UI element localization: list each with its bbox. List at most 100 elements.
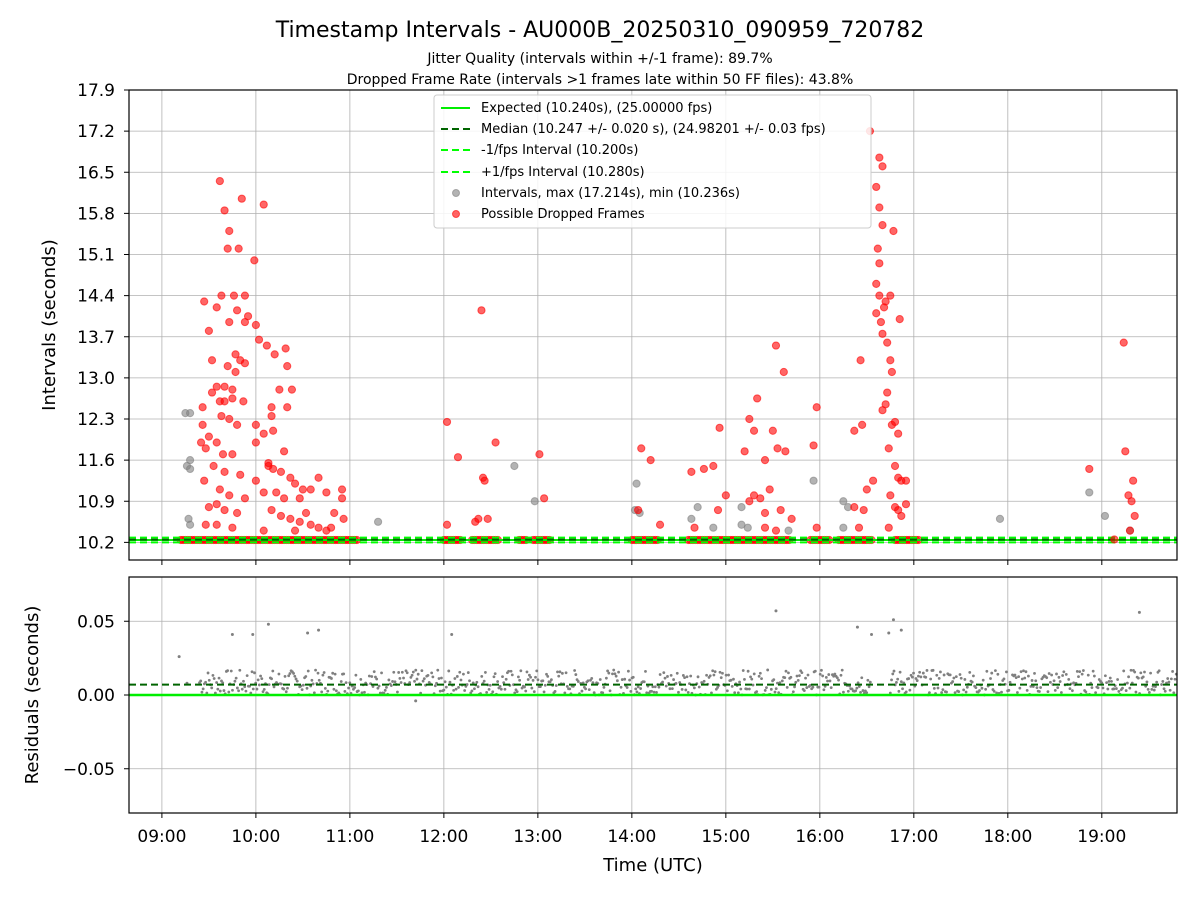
residual-band-point <box>1121 686 1124 690</box>
residual-band-point <box>227 690 231 694</box>
residual-band-point <box>951 680 955 683</box>
residual-band-point <box>928 691 931 694</box>
dropped-frame-point <box>267 505 276 515</box>
x-tick-label: 10:00 <box>231 827 280 847</box>
residual-band-point <box>773 690 777 694</box>
residual-band-point <box>234 676 238 680</box>
dropped-frame-point <box>895 315 904 324</box>
residual-band-point <box>697 685 701 689</box>
dropped-frame-point <box>251 476 260 485</box>
dropped-frame-point <box>862 485 871 494</box>
dropped-frame-point <box>220 397 229 406</box>
residual-band-point <box>989 677 992 680</box>
dropped-frame-point <box>442 417 452 427</box>
dropped-frame-point <box>1125 526 1135 535</box>
residual-point <box>306 631 310 635</box>
residual-band-point <box>677 690 680 694</box>
residual-band-point <box>322 671 326 674</box>
residual-band-point <box>839 673 843 677</box>
interval-point <box>809 476 818 485</box>
residual-band-point <box>712 673 716 677</box>
residual-band-point <box>1080 672 1084 676</box>
residual-band-point <box>992 689 996 693</box>
residual-band-point <box>356 689 360 693</box>
residual-band-point <box>463 689 467 692</box>
residual-band-point <box>1157 669 1161 673</box>
x-tick-label: 12:00 <box>419 827 468 847</box>
residual-band-point <box>314 668 317 672</box>
residual-band-point <box>398 677 402 680</box>
dropped-frame-point <box>276 467 286 476</box>
residual-band-point <box>855 686 859 690</box>
residual-band-point <box>279 682 283 686</box>
residual-band-point <box>672 678 675 681</box>
dropped-frame-point <box>259 488 268 497</box>
interval-point <box>743 523 752 532</box>
residual-band-point <box>211 674 215 677</box>
residual-band-point <box>668 687 672 691</box>
interval-point <box>632 479 641 488</box>
residual-band-point <box>1047 672 1051 675</box>
residual-band-point <box>530 686 534 690</box>
dropped-frame-point <box>637 444 646 453</box>
residual-band-point <box>542 690 546 694</box>
residual-band-point <box>1162 687 1166 691</box>
residual-band-point <box>496 680 500 683</box>
residual-band-point <box>454 687 458 691</box>
x-tick-label: 17:00 <box>889 827 938 847</box>
residual-band-point <box>305 686 309 690</box>
residual-band-point <box>749 675 752 679</box>
residual-band-point <box>376 686 380 690</box>
residual-band-point <box>888 691 892 695</box>
residual-band-point <box>915 679 919 682</box>
residual-band-point <box>253 671 256 675</box>
residual-band-point <box>661 680 664 684</box>
dropped-frame-point <box>220 206 229 215</box>
residual-band-point <box>897 689 901 693</box>
dropped-frame-point <box>890 461 900 471</box>
dropped-frame-point <box>713 505 723 515</box>
residual-band-point <box>994 669 997 673</box>
residual-band-point <box>751 683 755 687</box>
residual-band-point <box>868 680 872 684</box>
dropped-frame-point <box>295 517 304 526</box>
residual-point <box>899 628 903 632</box>
dropped-frame-point <box>228 385 237 394</box>
residual-band-point <box>392 670 396 674</box>
intervals-y-tick-label: 11.6 <box>77 451 115 471</box>
dropped-frame-point <box>240 317 250 327</box>
residual-band-point <box>653 685 657 689</box>
residual-band-point <box>746 669 750 673</box>
residual-band-point <box>507 669 511 673</box>
dropped-frame-point <box>200 297 209 306</box>
residual-band-point <box>1059 691 1063 694</box>
time-x-ticks: 09:00 10:00 11:00 12:00 13:00 14:00 15:00 16:00… <box>137 813 1126 847</box>
residual-band-point <box>1167 680 1171 684</box>
residual-band-point <box>526 678 530 681</box>
residual-band-point <box>1172 691 1176 695</box>
residual-band-point <box>257 683 261 687</box>
chart-subtitle-jitter: Jitter Quality (intervals within +/-1 fr… <box>426 51 772 67</box>
residual-band-point <box>783 676 787 680</box>
residual-band-point <box>940 691 944 694</box>
residual-band-point <box>1161 680 1165 683</box>
residual-band-point <box>482 679 486 683</box>
residual-band-point <box>732 677 735 681</box>
residual-band-point <box>1007 688 1011 692</box>
dropped-frame-point <box>295 494 304 503</box>
dropped-frame-point <box>477 306 486 315</box>
residual-band-point <box>484 671 487 674</box>
dropped-frame-point <box>1110 535 1119 544</box>
residual-band-point <box>312 691 316 695</box>
residual-band-point <box>1092 674 1096 678</box>
residual-band-point <box>1171 670 1174 673</box>
residual-band-point <box>1107 679 1111 683</box>
residual-band-point <box>1052 679 1056 683</box>
dropped-frame-point <box>901 500 911 509</box>
residual-band-point <box>1128 686 1132 690</box>
residual-band-point <box>1014 676 1018 680</box>
dropped-frame-point <box>279 447 289 456</box>
residual-band-point <box>244 689 248 693</box>
residual-band-point <box>1163 689 1167 693</box>
residual-band-point <box>652 690 656 694</box>
